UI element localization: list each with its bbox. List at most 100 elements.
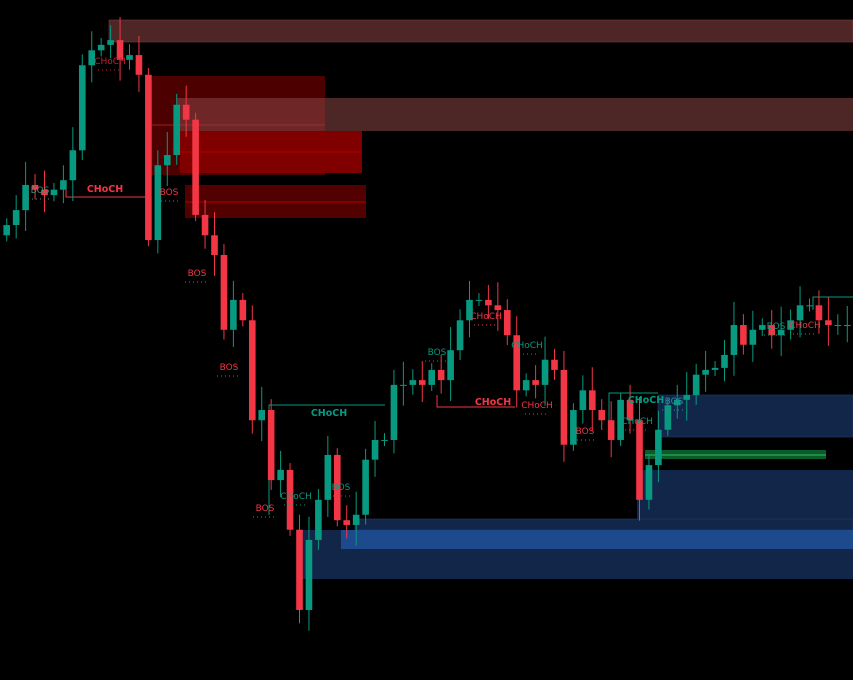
candle-body [607, 420, 615, 440]
structure-labels: BOS CHoCHCHoCHBOSBOSBOSCHoCHBOSCHoCHBOSBO… [28, 57, 821, 518]
candle-body [211, 235, 218, 255]
candle-body [513, 335, 521, 391]
candle [466, 280, 473, 338]
candle [560, 350, 568, 462]
premium-zone-mid [177, 98, 853, 131]
candle [711, 361, 719, 377]
structure-label-bos: BOS [188, 269, 207, 279]
candle-body [381, 439, 388, 441]
candle [692, 363, 700, 405]
candle-body [409, 380, 417, 385]
candle-body [60, 180, 67, 190]
candle [41, 170, 48, 213]
candle-body [485, 299, 492, 306]
structure-label-bos: BOS [767, 322, 786, 332]
candle [570, 403, 577, 451]
structure-label-bos: BOS [31, 186, 50, 196]
candle-body [173, 104, 181, 156]
structure-label-bos: BOS [576, 427, 595, 437]
candle-body [258, 410, 266, 421]
candle-body [324, 454, 332, 500]
candle-body [220, 255, 228, 330]
candle-body [636, 420, 643, 500]
candle-body [135, 55, 143, 75]
candle [588, 367, 596, 431]
candle [787, 309, 794, 340]
candle [475, 293, 483, 306]
candle [371, 420, 379, 477]
candle-body [768, 325, 776, 336]
candle-body [286, 469, 294, 530]
candle [296, 514, 303, 624]
candle [777, 306, 785, 357]
candle [617, 393, 624, 447]
candle [607, 401, 615, 458]
candle-body [645, 465, 653, 500]
structure-label-choch: CHoCH [628, 395, 664, 406]
candle [551, 348, 558, 380]
candle-body [664, 405, 672, 430]
candle [333, 448, 341, 527]
candle [145, 68, 152, 247]
structure-label-bos: BOS [428, 348, 447, 358]
candle [447, 327, 454, 401]
candle-body [390, 384, 398, 440]
candle-body [352, 514, 360, 525]
candle-body [579, 390, 587, 411]
candle [815, 290, 823, 334]
candle-body [825, 320, 832, 326]
structure-label-choch: CHoCH [621, 417, 653, 427]
bullish-zone-strip [354, 518, 853, 531]
candle [286, 463, 294, 536]
candle-body [673, 399, 681, 406]
candle-body [570, 410, 577, 445]
candle [69, 127, 77, 202]
candle-body [97, 44, 105, 51]
candle-body [749, 329, 757, 345]
candle-body [834, 325, 842, 327]
candle [305, 516, 313, 631]
candle-body [107, 40, 114, 45]
candle-body [787, 320, 794, 330]
candle [598, 399, 606, 431]
candle-body [230, 299, 237, 330]
candle [626, 384, 634, 434]
candle-body [163, 155, 171, 166]
candle-body [333, 454, 341, 521]
structure-label-choch: CHoCH [94, 57, 126, 67]
candle-body [50, 189, 58, 196]
candle [541, 336, 549, 406]
candles [3, 17, 851, 631]
candle [78, 54, 86, 161]
candle-body [201, 214, 209, 236]
candle-body [711, 367, 719, 370]
candle [3, 218, 11, 242]
candle-body [617, 399, 624, 440]
choch-line [65, 187, 148, 198]
candle-body [428, 369, 436, 385]
candle-body [466, 299, 473, 321]
candle [381, 433, 388, 447]
candle [418, 361, 426, 403]
structure-label-choch: CHoCH [470, 312, 502, 322]
structure-label-choch: CHoCH [521, 401, 553, 411]
candle-body [796, 305, 804, 321]
zones [108, 19, 853, 579]
candle-body [655, 429, 662, 466]
candle [806, 298, 813, 312]
candle-body [456, 320, 464, 351]
candle-body [598, 410, 606, 421]
candle-body [154, 165, 162, 241]
candle-body [692, 374, 700, 396]
candle [400, 361, 407, 406]
candle [324, 435, 332, 517]
candle-body [437, 369, 445, 381]
candle-body [721, 354, 728, 368]
candle [673, 384, 681, 419]
structure-label-choch: CHoCH [789, 321, 821, 331]
candle-body [447, 350, 454, 381]
choch-line [608, 392, 658, 430]
candle [390, 369, 398, 454]
candle [522, 373, 530, 397]
structure-label-choch: CHoCH [87, 184, 123, 195]
